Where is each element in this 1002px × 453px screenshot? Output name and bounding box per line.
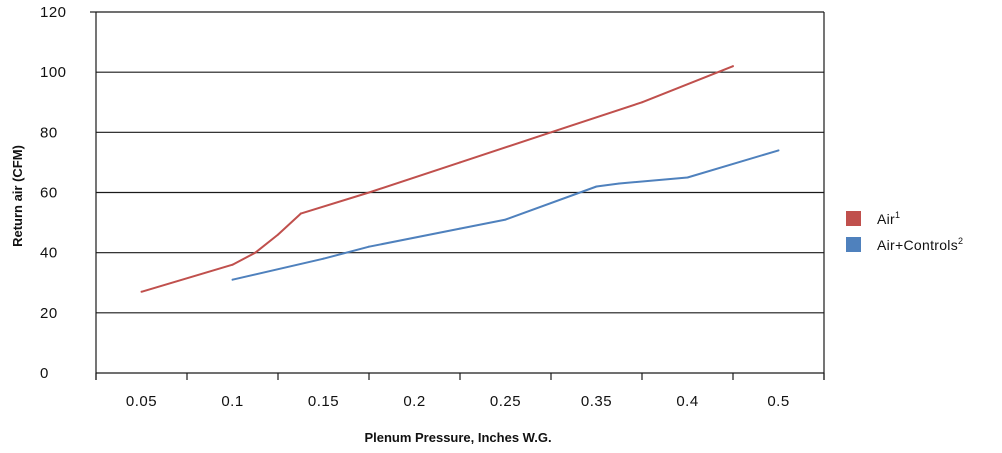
y-axis-title: Return air (CFM) <box>10 145 25 247</box>
y-tick-label: 100 <box>40 64 67 81</box>
data-point-air-controls <box>618 182 621 185</box>
data-point-air <box>254 251 257 254</box>
data-point-air <box>550 131 552 134</box>
series-line-air <box>141 65 734 293</box>
y-tick-label: 60 <box>40 185 58 202</box>
legend-footnote-marker: 2 <box>958 236 963 246</box>
y-tick-label: 120 <box>40 4 67 21</box>
x-axis-title: Plenum Pressure, Inches W.G. <box>364 430 551 445</box>
y-tick-label: 40 <box>40 245 58 262</box>
x-tick-label: 0.35 <box>581 393 612 410</box>
legend-series-name: Air+Controls <box>877 237 958 253</box>
data-point-air <box>732 65 734 68</box>
x-tick-label: 0.2 <box>403 393 425 410</box>
legend-footnote-marker: 1 <box>895 210 900 220</box>
axes <box>90 11 825 380</box>
x-tick-label: 0.25 <box>490 393 521 410</box>
data-point-air-controls <box>777 149 780 152</box>
legend-label-air-controls: Air+Controls2 <box>877 236 963 253</box>
data-point-air <box>459 161 461 164</box>
legend-swatch-air <box>846 211 861 226</box>
legend-label-air: Air1 <box>877 210 900 227</box>
y-tick-labels: 0 20 40 60 80 100 120 <box>40 4 67 382</box>
legend-swatch-air-controls <box>846 237 861 252</box>
series-line-air-controls <box>232 149 779 281</box>
data-point-air-controls <box>459 227 461 230</box>
legend: Air1 Air+Controls2 <box>846 210 963 253</box>
data-point-air <box>140 290 143 293</box>
data-point-air <box>641 101 643 104</box>
x-tick-labels: 0.05 0.1 0.15 0.2 0.25 0.35 0.4 0.5 <box>126 393 789 410</box>
legend-series-name: Air <box>877 211 895 227</box>
grid-lines <box>96 11 824 314</box>
data-point-air <box>299 212 302 215</box>
data-point-air <box>231 263 234 266</box>
data-point-air-controls <box>231 278 234 281</box>
y-tick-label: 80 <box>40 124 58 141</box>
data-point-air-controls <box>368 245 370 248</box>
data-point-air-controls <box>322 257 325 260</box>
x-tick-label: 0.05 <box>126 393 157 410</box>
x-tick-label: 0.1 <box>221 393 243 410</box>
y-tick-label: 0 <box>40 365 49 382</box>
data-point-air <box>368 191 370 194</box>
x-tick-label: 0.15 <box>308 393 339 410</box>
x-tick-label: 0.4 <box>676 393 698 410</box>
data-point-air-controls <box>504 218 507 221</box>
data-point-air-controls <box>595 185 598 188</box>
data-point-air-controls <box>686 176 689 179</box>
data-point-air <box>277 233 279 236</box>
y-tick-label: 20 <box>40 305 58 322</box>
x-tick-label: 0.5 <box>767 393 789 410</box>
series-lines <box>140 65 780 293</box>
